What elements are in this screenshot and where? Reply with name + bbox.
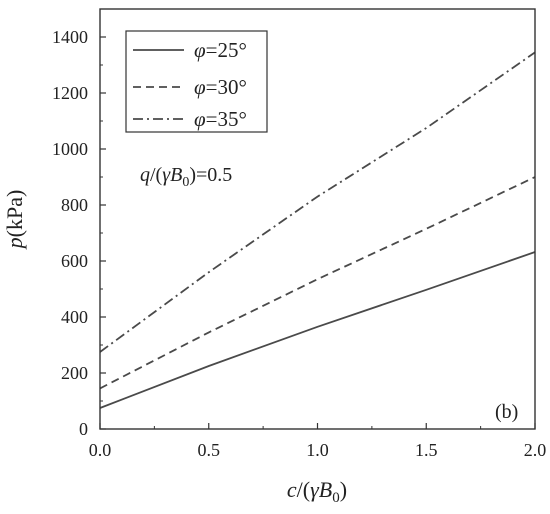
legend-label-25: =25°	[206, 38, 247, 62]
x-title-close: )	[340, 477, 347, 502]
param-gamma: γ	[162, 164, 171, 186]
y-tick-label: 0	[79, 419, 88, 439]
param-q: q	[140, 164, 150, 186]
y-title-p: p	[2, 237, 27, 250]
x-tick-label: 0.5	[198, 440, 221, 460]
x-title-rest: /(	[297, 477, 310, 502]
y-axis-title: p(kPa)	[2, 190, 27, 251]
x-title-c: c	[287, 477, 297, 502]
x-axis-title: c/(γB0)	[287, 477, 347, 506]
legend-phi-30: φ	[194, 75, 206, 99]
y-tick-label: 800	[61, 195, 88, 215]
y-title-rest: (kPa)	[2, 190, 27, 238]
y-tick-label: 1400	[52, 27, 88, 47]
param-close: )=0.5	[189, 164, 232, 186]
plot-frame	[99, 8, 536, 430]
legend-entry-35: φ=35°	[194, 107, 247, 131]
series-phi-25	[99, 251, 536, 409]
x-title-b: B	[319, 477, 332, 502]
legend: φ=25° φ=30° φ=35°	[125, 30, 268, 133]
legend-entry-25: φ=25°	[194, 38, 247, 62]
y-tick-label: 600	[61, 251, 88, 271]
x-tick-label: 1.5	[415, 440, 438, 460]
legend-box	[125, 30, 268, 133]
param-open: /(	[150, 164, 163, 186]
legend-entry-30: φ=30°	[194, 75, 247, 99]
y-tick-label: 1200	[52, 83, 88, 103]
x-tick-label: 2.0	[524, 440, 547, 460]
y-tick-label: 200	[61, 363, 88, 383]
x-title-gamma: γ	[310, 477, 320, 502]
legend-label-30: =30°	[206, 75, 247, 99]
param-sub: 0	[182, 175, 189, 190]
param-b: B	[170, 164, 182, 186]
series-phi-30	[99, 176, 536, 390]
x-tick-label: 1.0	[306, 440, 329, 460]
legend-phi-35: φ	[194, 107, 206, 131]
panel-label: (b)	[495, 401, 518, 423]
y-tick-label: 1000	[52, 139, 88, 159]
series-phi-35	[99, 51, 536, 353]
param-annotation: q/(γB0)=0.5	[140, 164, 232, 190]
x-tick-label: 0.0	[89, 440, 112, 460]
y-tick-label: 400	[61, 307, 88, 327]
x-title-sub: 0	[332, 490, 340, 506]
legend-phi-25: φ	[194, 38, 206, 62]
legend-label-35: =35°	[206, 107, 247, 131]
